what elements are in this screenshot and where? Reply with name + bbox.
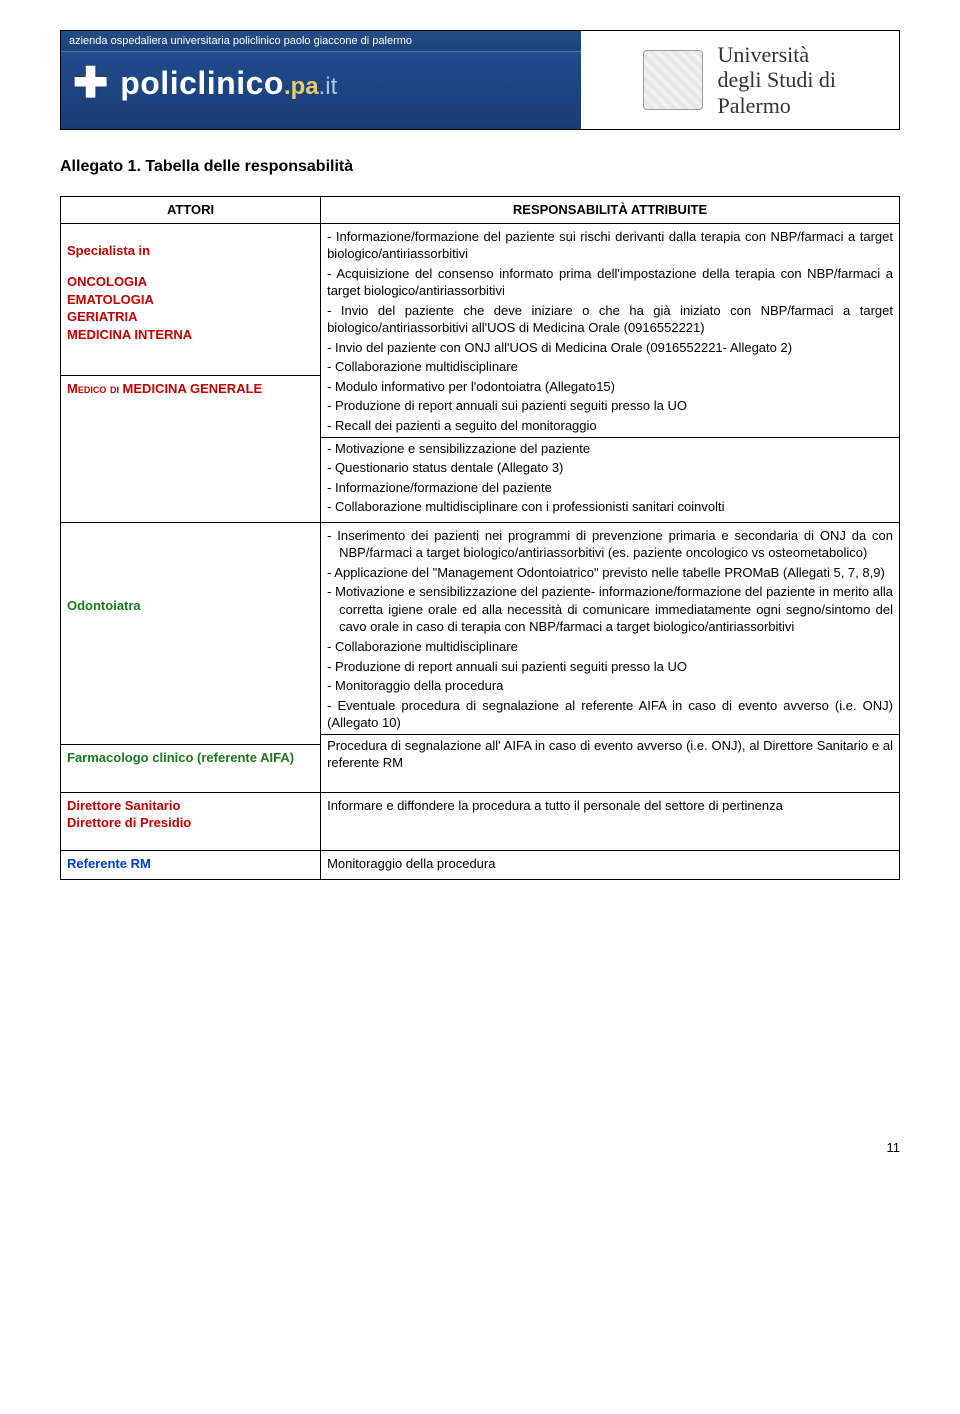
- actor-referente-rm: Referente RM: [61, 850, 321, 879]
- table-header-row: ATTORI RESPONSABILITÀ ATTRIBUITE: [61, 197, 900, 224]
- resp-line: - Inserimento dei pazienti nei programmi…: [327, 527, 893, 562]
- actor-direttore-presidio: Direttore di Presidio: [67, 814, 314, 832]
- resp-line: - Motivazione e sensibilizzazione del pa…: [327, 583, 893, 636]
- actor-cell-specialista: Specialista in ONCOLOGIA EMATOLOGIA GERI…: [61, 223, 321, 522]
- university-seal-icon: [643, 50, 703, 110]
- resp-line: - Modulo informativo per l'odontoiatra (…: [327, 378, 893, 396]
- logo-pa: .pa: [284, 73, 319, 100]
- actor-geriatria: GERIATRIA: [67, 308, 314, 326]
- resp-line: - Collaborazione multidisciplinare con i…: [327, 498, 893, 516]
- resp-line: - Invio del paziente con ONJ all'UOS di …: [327, 339, 893, 357]
- resp-line: - Questionario status dentale (Allegato …: [327, 459, 893, 477]
- resp-line: - Motivazione e sensibilizzazione del pa…: [327, 440, 893, 458]
- actor-cell-direttore: Direttore Sanitario Direttore di Presidi…: [61, 792, 321, 850]
- resp-line: - Collaborazione multidisciplinare: [327, 358, 893, 376]
- uni-line3: Palermo: [717, 93, 836, 118]
- resp-line: - Informazione/formazione del paziente: [327, 479, 893, 497]
- actor-medico-generale: Medico di MEDICINA GENERALE: [67, 376, 314, 398]
- document-title: Allegato 1. Tabella delle responsabilità: [60, 158, 900, 176]
- table-row: Odontoiatra Farmacologo clinico (referen…: [61, 522, 900, 792]
- resp-line: - Produzione di report annuali sui pazie…: [327, 658, 893, 676]
- resp-line: - Produzione di report annuali sui pazie…: [327, 397, 893, 415]
- plus-icon: ✚: [73, 62, 108, 104]
- resp-line: - Applicazione del "Management Odontoiat…: [327, 564, 893, 582]
- table-row: Specialista in ONCOLOGIA EMATOLOGIA GERI…: [61, 223, 900, 522]
- logo-it: .it: [319, 73, 338, 100]
- resp-line: Procedura di segnalazione all' AIFA in c…: [327, 737, 893, 772]
- header-banner: azienda ospedaliera universitaria policl…: [60, 30, 900, 130]
- banner-right: Università degli Studi di Palermo: [581, 31, 899, 129]
- resp-cell-odontoiatra: - Inserimento dei pazienti nei programmi…: [321, 522, 900, 792]
- resp-line: Monitoraggio della procedura: [327, 855, 893, 873]
- actor-direttore-sanitario: Direttore Sanitario: [67, 797, 314, 815]
- uni-line2: degli Studi di: [717, 67, 836, 92]
- resp-line: - Monitoraggio della procedura: [327, 677, 893, 695]
- university-name: Università degli Studi di Palermo: [717, 42, 836, 118]
- resp-cell-direttore: Informare e diffondere la procedura a tu…: [321, 792, 900, 850]
- actor-medicina-interna: MEDICINA INTERNA: [67, 326, 314, 344]
- actor-specialista-label: Specialista in: [67, 242, 314, 260]
- header-responsibilities: RESPONSABILITÀ ATTRIBUITE: [321, 197, 900, 224]
- actor-ematologia: EMATOLOGIA: [67, 291, 314, 309]
- page-container: azienda ospedaliera universitaria policl…: [0, 0, 960, 1195]
- resp-cell-referente: Monitoraggio della procedura: [321, 850, 900, 879]
- resp-line: - Invio del paziente che deve iniziare o…: [327, 302, 893, 337]
- responsibility-table: ATTORI RESPONSABILITÀ ATTRIBUITE Special…: [60, 196, 900, 880]
- resp-line: Informare e diffondere la procedura a tu…: [327, 797, 893, 815]
- actor-farmacologo: Farmacologo clinico (referente AIFA): [67, 745, 314, 767]
- resp-line: - Informazione/formazione del paziente s…: [327, 228, 893, 263]
- logo-text: policlinico.pa.it: [120, 65, 337, 102]
- banner-institution-line: azienda ospedaliera universitaria policl…: [61, 31, 581, 52]
- uni-line1: Università: [717, 42, 836, 67]
- actor-odontoiatra: Odontoiatra: [67, 597, 314, 615]
- table-row: Direttore Sanitario Direttore di Presidi…: [61, 792, 900, 850]
- banner-left: azienda ospedaliera universitaria policl…: [61, 31, 581, 129]
- logo-main-text: policlinico: [120, 65, 284, 101]
- resp-line: - Collaborazione multidisciplinare: [327, 638, 893, 656]
- page-number: 11: [60, 1140, 900, 1155]
- resp-cell-specialista: - Informazione/formazione del paziente s…: [321, 223, 900, 522]
- resp-line: - Eventuale procedura di segnalazione al…: [327, 697, 893, 732]
- header-actors: ATTORI: [61, 197, 321, 224]
- resp-line: - Acquisizione del consenso informato pr…: [327, 265, 893, 300]
- resp-line: - Recall dei pazienti a seguito del moni…: [327, 417, 893, 435]
- table-row: Referente RM Monitoraggio della procedur…: [61, 850, 900, 879]
- actor-oncologia: ONCOLOGIA: [67, 273, 314, 291]
- actor-cell-odontoiatra: Odontoiatra Farmacologo clinico (referen…: [61, 522, 321, 792]
- banner-logo-row: ✚ policlinico.pa.it: [61, 52, 581, 114]
